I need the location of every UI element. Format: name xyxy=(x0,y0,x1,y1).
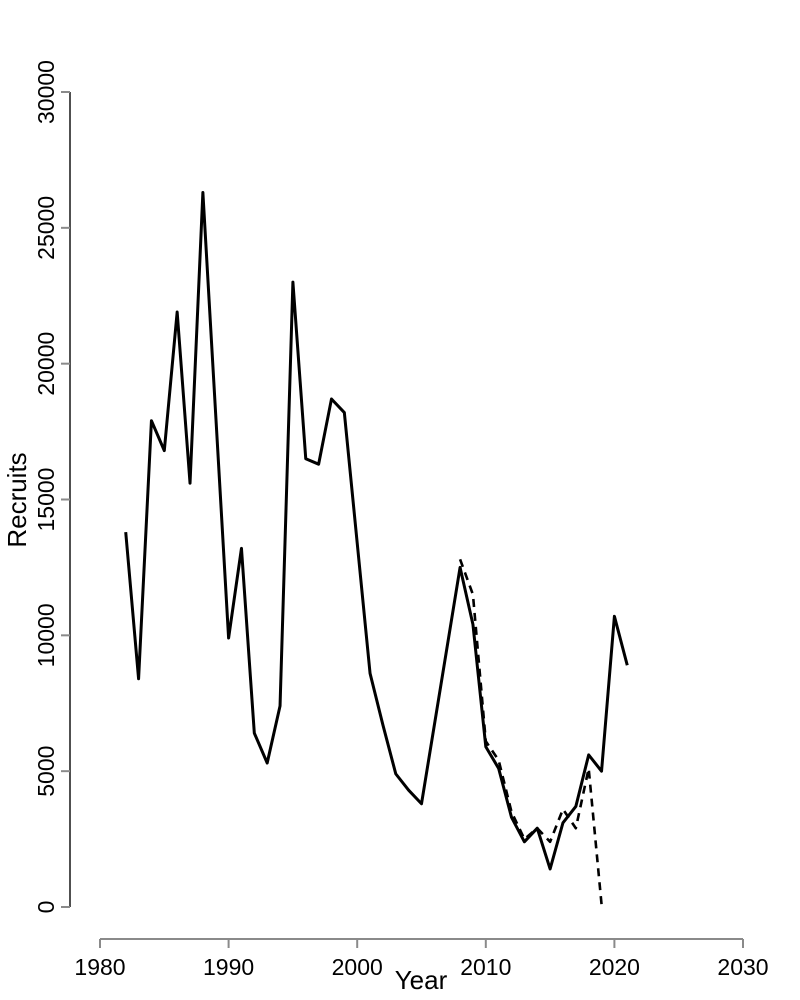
y-tick-label: 5000 xyxy=(33,746,59,797)
y-tick-label: 20000 xyxy=(33,332,59,396)
y-tick-label: 10000 xyxy=(33,603,59,667)
x-axis: 1980 1990 2000 2010 2020 2030 xyxy=(74,938,769,980)
x-axis-title: Year xyxy=(395,965,448,995)
y-tick-label: 15000 xyxy=(33,468,59,532)
y-tick-label: 0 xyxy=(33,901,59,914)
x-tick-label: 2020 xyxy=(589,954,640,980)
y-axis-title: Recruits xyxy=(2,452,32,547)
y-axis: 0 5000 10000 15000 20000 25000 30000 xyxy=(33,60,71,914)
x-tick-label: 1980 xyxy=(74,954,125,980)
x-tick-label: 1990 xyxy=(203,954,254,980)
y-tick-label: 25000 xyxy=(33,196,59,260)
x-tick-label: 2030 xyxy=(717,954,768,980)
y-tick-label: 30000 xyxy=(33,60,59,124)
series-lines xyxy=(124,191,629,905)
series-line-observed-recruits xyxy=(124,191,629,871)
series-line-model-estimate xyxy=(458,558,603,905)
x-tick-label: 2010 xyxy=(460,954,511,980)
x-tick-label: 2000 xyxy=(332,954,383,980)
